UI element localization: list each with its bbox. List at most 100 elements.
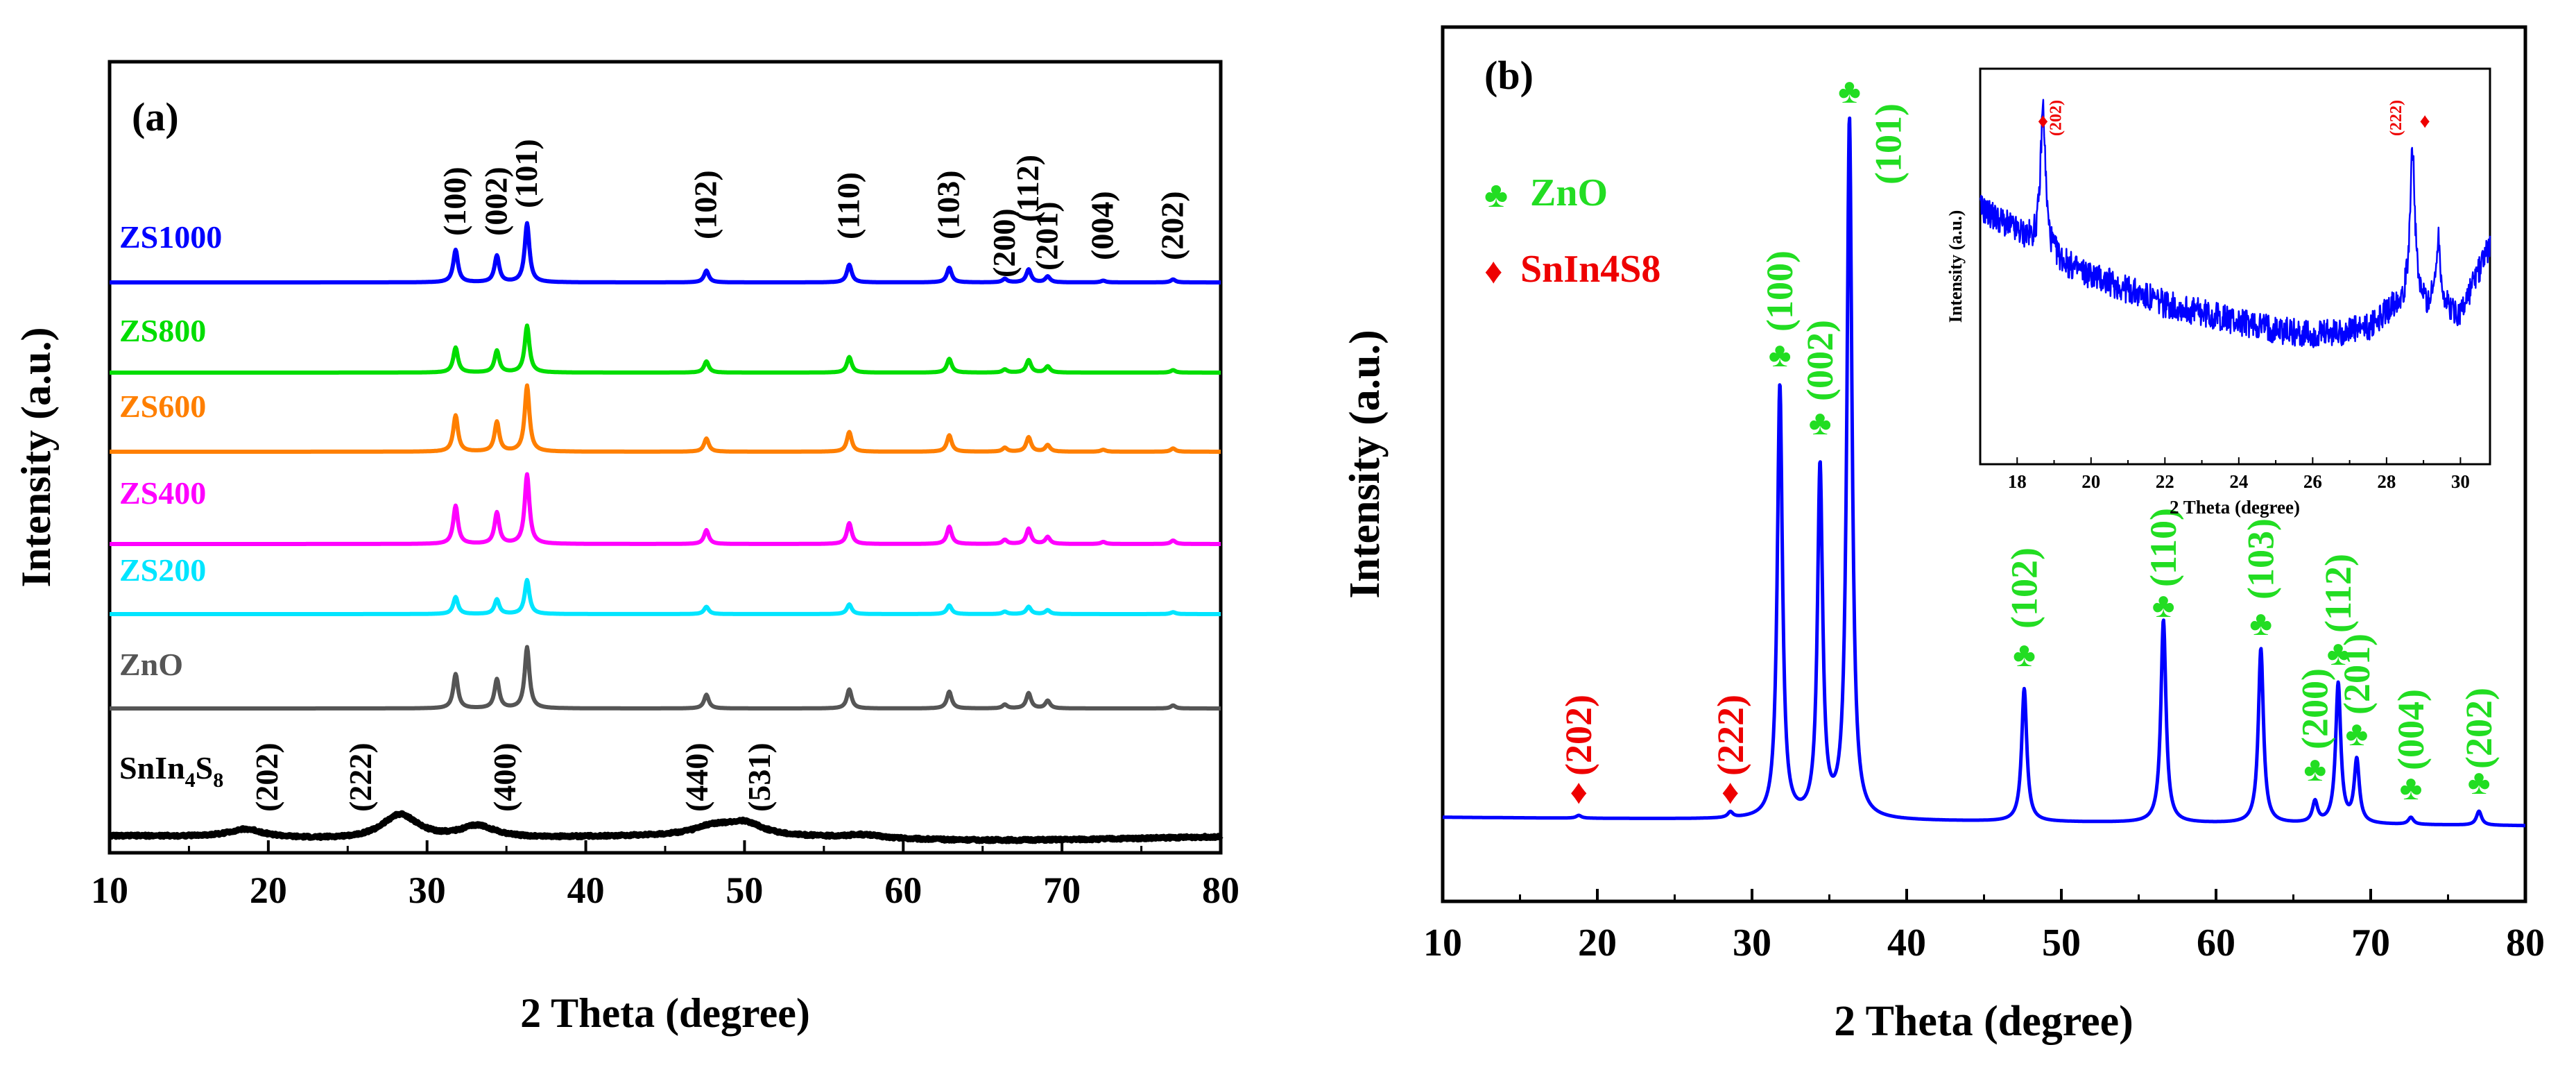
panel-a-hkl-label: (103) bbox=[931, 170, 966, 239]
legend-zno-symbol: ♣ bbox=[1484, 176, 1508, 215]
panel-a-hkl-labels-top: (100) (002)(101) (102) (110) (103) (200)(112)… bbox=[437, 139, 1190, 278]
inset-x-axis-label: 2 Theta (degree) bbox=[2170, 497, 2300, 518]
panel-a-hkl-labels-bottom: (202) (222) (400) (440) (531) bbox=[249, 742, 777, 812]
panel-a-hkl-label: (202) bbox=[1154, 191, 1190, 260]
legend-snin4s8-symbol: ♦ bbox=[1484, 252, 1503, 291]
panel-a-curve-zs1000 bbox=[108, 221, 1222, 284]
panel-a-x-tick-label: 10 bbox=[91, 869, 128, 911]
inset-peak-annotations: ♦(202) ♦(222) bbox=[2038, 100, 2430, 136]
inset-x-tick-label: 28 bbox=[2377, 471, 2396, 492]
panel-b-peak-label: (103) bbox=[2240, 518, 2282, 600]
panel-b-peak-label: (222) bbox=[1710, 695, 1751, 776]
inset-x-tick-label: 24 bbox=[2229, 471, 2248, 492]
inset-x-ticks bbox=[1980, 457, 2462, 464]
panel-a: (a) 10 20 30 40 50 60 70 80 ZS1000 ZS800 ZS600 ZS4… bbox=[13, 60, 1239, 1036]
panel-b-x-tick-labels: 10 20 30 40 50 60 70 80 bbox=[1423, 921, 2545, 965]
panel-b-peak-label: (100) bbox=[1759, 250, 1801, 332]
panel-b-peak-symbol: ♣ bbox=[2468, 763, 2491, 801]
panel-b-x-tick-label: 80 bbox=[2506, 921, 2545, 965]
panel-b-peak-label: (112) bbox=[2317, 554, 2359, 633]
panel-b-peak-label: (102) bbox=[2003, 547, 2045, 629]
panel-a-hkl-label-snin4s8: (400) bbox=[487, 742, 522, 812]
panel-b-x-axis-label: 2 Theta (degree) bbox=[1834, 998, 2133, 1045]
inset-y-axis-label: Intensity (a.u.) bbox=[1946, 210, 1966, 323]
panel-b-x-tick-label: 30 bbox=[1733, 921, 1771, 965]
panel-a-curve-zno bbox=[108, 645, 1222, 711]
panel-a-series-name: ZS400 bbox=[119, 475, 206, 511]
panel-a-hkl-label: (201) bbox=[1029, 201, 1065, 271]
panel-b-x-tick-label: 70 bbox=[2351, 921, 2390, 965]
panel-b-peak-label: (110) bbox=[2143, 508, 2184, 587]
panel-a-hkl-label: (004) bbox=[1085, 191, 1120, 260]
panel-a-hkl-label-snin4s8: (531) bbox=[741, 742, 777, 812]
panel-a-x-tick-labels: 10 20 30 40 50 60 70 80 bbox=[91, 869, 1239, 911]
inset-x-tick-label: 18 bbox=[2008, 471, 2027, 492]
panel-b-peak-label: (101) bbox=[1867, 103, 1909, 185]
panel-a-curve-zs400 bbox=[108, 472, 1222, 546]
panel-b-xrd-curve bbox=[1441, 116, 2527, 828]
inset-x-tick-labels: 18 20 22 24 26 28 30 bbox=[2008, 471, 2470, 492]
panel-b-peak-symbol: ♣ bbox=[2327, 634, 2350, 672]
panel-a-series-name: ZnO bbox=[119, 647, 183, 682]
panel-b-peak-label: (202) bbox=[1558, 695, 1599, 776]
panel-b-peak-symbol: ♦ bbox=[1570, 772, 1588, 811]
panel-a-hkl-label-snin4s8: (222) bbox=[343, 742, 378, 812]
panel-b-peak-symbol: ♣ bbox=[1838, 71, 1861, 110]
panel-b-peak-label: (200) bbox=[2294, 668, 2336, 749]
panel-a-series-name: ZS800 bbox=[119, 313, 206, 348]
panel-a-series-name: ZS1000 bbox=[119, 219, 222, 255]
panel-b-peak-label: (002) bbox=[1799, 320, 1841, 401]
panel-a-y-axis-label: Intensity (a.u.) bbox=[13, 327, 59, 587]
panel-a-hkl-label: (112) bbox=[1010, 155, 1045, 222]
panel-a-series-names: ZS1000 ZS800 ZS600 ZS400 ZS200 ZnO SnIn4S8 bbox=[119, 219, 223, 792]
panel-a-hkl-label: (102) bbox=[688, 170, 723, 239]
inset-peak-label: (222) bbox=[2387, 100, 2405, 136]
inset-x-tick-label: 30 bbox=[2451, 471, 2470, 492]
panel-a-hkl-label: (110) bbox=[830, 172, 866, 239]
inset-x-tick-label: 22 bbox=[2156, 471, 2174, 492]
panel-a-curve-snin bbox=[107, 810, 1223, 844]
panel-a-hkl-label: (200) bbox=[986, 208, 1022, 278]
panel-b-peak-symbol: ♣ bbox=[1809, 403, 1832, 442]
panel-b-peak-label: (004) bbox=[2390, 689, 2432, 770]
panel-a-x-tick-label: 40 bbox=[567, 869, 605, 911]
panel-b-peak-symbol: ♣ bbox=[2303, 749, 2326, 788]
panel-a-x-axis-label: 2 Theta (degree) bbox=[520, 990, 810, 1036]
panel-a-hkl-label: (002) bbox=[478, 167, 513, 236]
panel-a-label: (a) bbox=[132, 94, 179, 139]
panel-b-inset: 18 20 22 24 26 28 30 ♦(202) ♦(222) 2 Theta (deg… bbox=[1946, 67, 2491, 518]
panel-a-x-tick-label: 80 bbox=[1202, 869, 1239, 911]
legend-zno-label: ZnO bbox=[1530, 171, 1608, 214]
inset-xrd-curve bbox=[1979, 99, 2491, 348]
inset-peak-label: (202) bbox=[2047, 100, 2066, 136]
panel-a-curves bbox=[107, 221, 1223, 844]
panel-b-peak-symbol: ♣ bbox=[1769, 335, 1792, 374]
panel-b-x-ticks bbox=[1441, 889, 2527, 901]
panel-a-series-name: ZS600 bbox=[119, 389, 206, 424]
panel-a-frame bbox=[108, 60, 1223, 855]
inset-peak-symbol: ♦ bbox=[2419, 110, 2430, 133]
panel-b-label: (b) bbox=[1484, 53, 1534, 98]
panel-a-x-tick-label: 70 bbox=[1043, 869, 1081, 911]
panel-a-hkl-label-snin4s8: (440) bbox=[679, 742, 714, 812]
panel-b-legend: ♣ ZnO ♦ SnIn4S8 bbox=[1484, 171, 1660, 291]
panel-b-peak-label: (202) bbox=[2458, 688, 2500, 769]
panel-a-x-tick-label: 20 bbox=[250, 869, 287, 911]
panel-a-series-name: SnIn4S8 bbox=[119, 750, 223, 792]
panel-a-x-tick-label: 50 bbox=[725, 869, 763, 911]
panel-a-curve-zs800 bbox=[108, 323, 1222, 375]
legend-snin4s8-label: SnIn4S8 bbox=[1520, 248, 1660, 291]
panel-b-x-tick-label: 50 bbox=[2042, 921, 2081, 965]
panel-a-hkl-label-snin4s8: (202) bbox=[249, 742, 284, 812]
panel-a-x-ticks bbox=[108, 840, 1222, 853]
panel-b-peak-symbol: ♣ bbox=[2013, 635, 2036, 674]
panel-b-x-tick-label: 40 bbox=[1887, 921, 1926, 965]
panel-a-x-tick-label: 60 bbox=[884, 869, 922, 911]
inset-x-tick-label: 20 bbox=[2081, 471, 2100, 492]
panel-a-hkl-label: (100) bbox=[437, 167, 472, 236]
panel-b-y-axis-label: Intensity (a.u.) bbox=[1341, 330, 1389, 599]
panel-b-peak-symbol: ♣ bbox=[2249, 604, 2272, 643]
panel-b-peak-symbol: ♣ bbox=[2152, 586, 2175, 625]
panel-b-x-tick-label: 20 bbox=[1578, 921, 1617, 965]
